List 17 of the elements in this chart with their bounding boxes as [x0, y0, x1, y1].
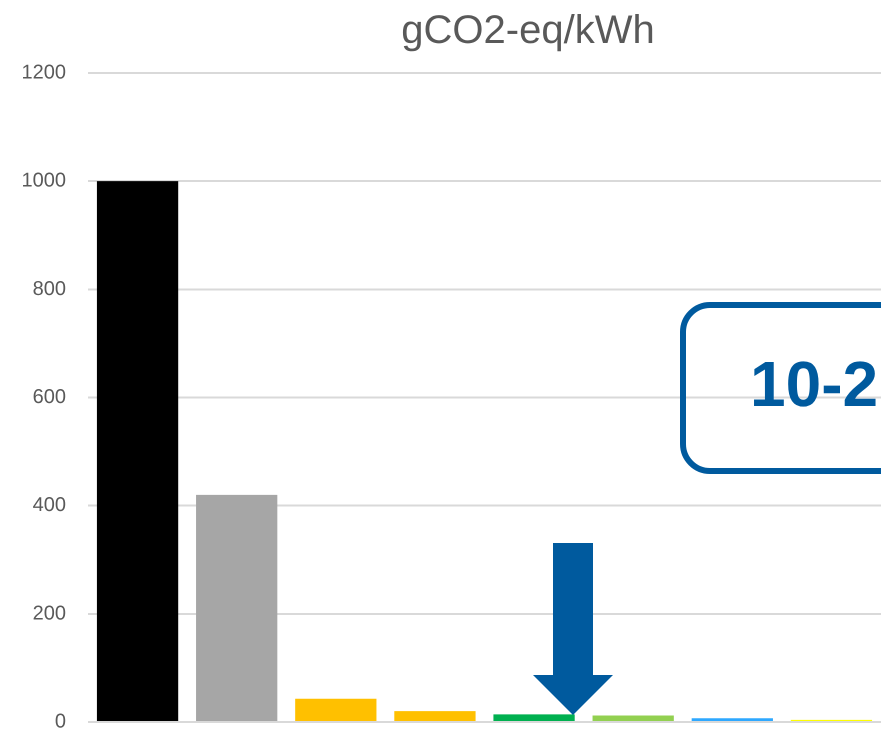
chart-title: gCO2-eq/kWh — [401, 8, 655, 52]
y-tick-label: 1200 — [22, 62, 66, 84]
y-tick-label: 0 — [54, 710, 66, 733]
bar — [295, 698, 376, 721]
bar — [592, 716, 674, 721]
rounded-box: 10-2 — [680, 302, 881, 474]
bar — [493, 714, 575, 721]
y-tick-label: 400 — [32, 494, 66, 516]
bar — [96, 181, 178, 721]
y-tick-label: 1000 — [22, 170, 66, 192]
bar — [196, 494, 278, 721]
annotation: 10-2 — [750, 348, 878, 420]
y-tick-label: 600 — [32, 386, 66, 408]
y-tick-label: 200 — [32, 602, 66, 624]
bar — [692, 718, 773, 721]
y-tick-label: 800 — [32, 278, 66, 300]
bar — [394, 711, 476, 721]
